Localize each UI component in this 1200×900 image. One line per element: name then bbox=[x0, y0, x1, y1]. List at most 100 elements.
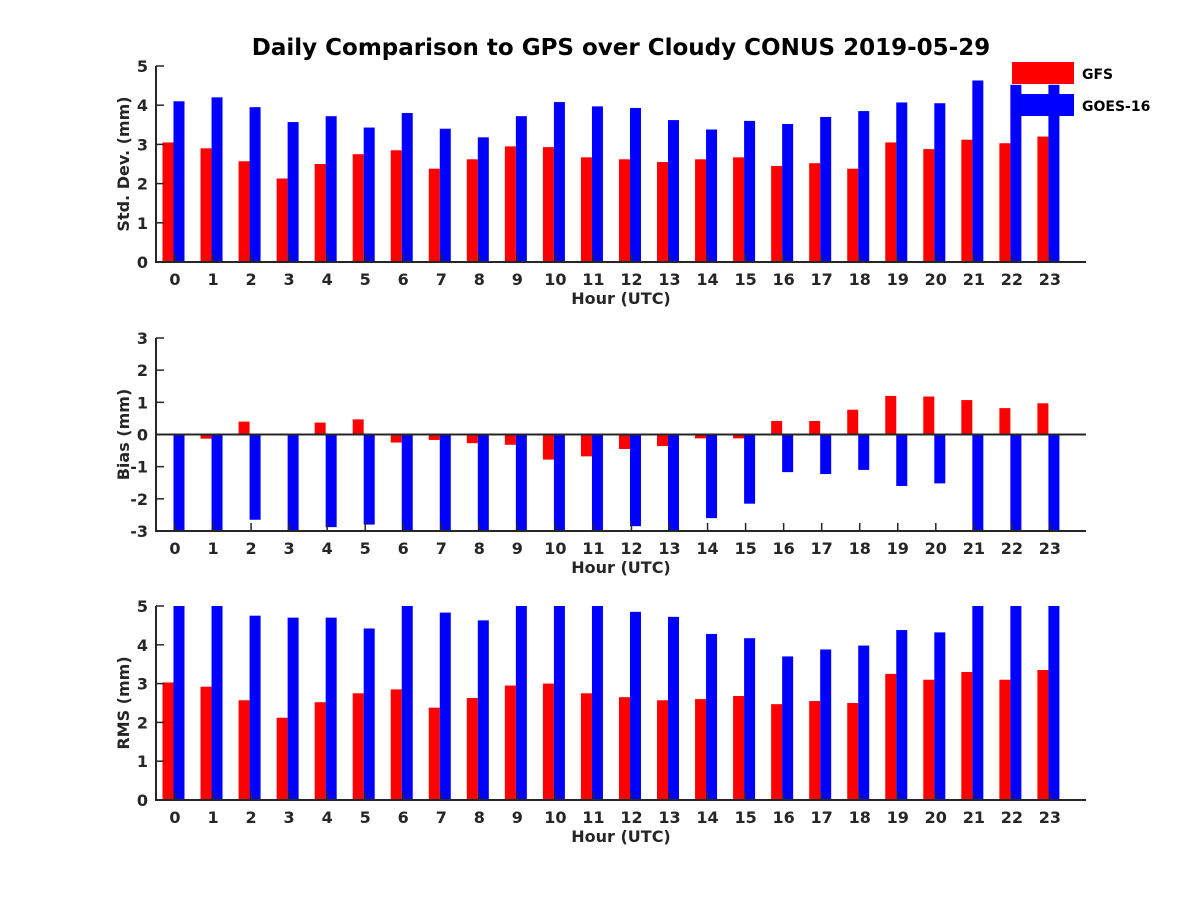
std-dev-gfs-bar-19 bbox=[885, 142, 897, 262]
rms-goes16-bar-21 bbox=[972, 606, 984, 800]
bias-xtick-label: 19 bbox=[887, 539, 909, 558]
std-dev-gfs-bar-21 bbox=[961, 139, 973, 262]
rms-gfs-bar-14 bbox=[695, 699, 707, 800]
bias-goes16-bar-6 bbox=[401, 434, 413, 531]
std-dev-xtick-label: 18 bbox=[849, 270, 871, 289]
rms-goes16-bar-17 bbox=[820, 649, 832, 800]
std-dev-xtick-label: 21 bbox=[963, 270, 985, 289]
rms-xtick-label: 5 bbox=[360, 808, 371, 827]
std-dev-goes16-bar-17 bbox=[820, 116, 832, 262]
std-dev-gfs-bar-3 bbox=[276, 178, 288, 262]
std-dev-goes16-bar-9 bbox=[515, 116, 527, 262]
bias-xtick-label: 0 bbox=[169, 539, 180, 558]
bias-xtick-label: 9 bbox=[512, 539, 523, 558]
rms-gfs-bar-12 bbox=[618, 697, 630, 800]
rms-goes16-bar-9 bbox=[515, 606, 527, 800]
rms-xtick-label: 9 bbox=[512, 808, 523, 827]
bias-goes16-bar-11 bbox=[591, 434, 603, 531]
std-dev-xtick-label: 20 bbox=[925, 270, 947, 289]
std-dev-xtick-label: 16 bbox=[773, 270, 795, 289]
std-dev-goes16-bar-18 bbox=[858, 111, 870, 262]
std-dev-goes16-bar-19 bbox=[896, 102, 908, 262]
rms-goes16-bar-16 bbox=[782, 656, 794, 800]
std-dev-goes16-bar-6 bbox=[401, 113, 413, 262]
bias-xtick-label: 11 bbox=[582, 539, 604, 558]
bias-goes16-bar-14 bbox=[706, 434, 718, 519]
rms-xtick-label: 4 bbox=[322, 808, 333, 827]
rms-gfs-bar-1 bbox=[200, 686, 212, 800]
bias-ytick-label: 2 bbox=[137, 361, 148, 380]
bias-goes16-bar-15 bbox=[744, 434, 756, 504]
bias-gfs-bar-13 bbox=[657, 434, 669, 447]
bias-xtick-label: 12 bbox=[620, 539, 642, 558]
rms-ytick-label: 1 bbox=[137, 752, 148, 771]
bias-ytick-label: 0 bbox=[137, 426, 148, 445]
std-dev-ytick-label: 4 bbox=[137, 96, 148, 115]
rms-gfs-bar-13 bbox=[657, 700, 669, 800]
bias-xtick-label: 7 bbox=[436, 539, 447, 558]
rms-xtick-label: 2 bbox=[246, 808, 257, 827]
rms-xtick-label: 22 bbox=[1001, 808, 1023, 827]
rms-xtick-label: 14 bbox=[696, 808, 718, 827]
rms-xtick-label: 13 bbox=[658, 808, 680, 827]
bias-goes16-bar-21 bbox=[972, 434, 984, 531]
rms-xtick-label: 19 bbox=[887, 808, 909, 827]
std-dev-goes16-bar-10 bbox=[553, 102, 565, 262]
std-dev-xtick-label: 7 bbox=[436, 270, 447, 289]
rms-goes16-bar-10 bbox=[553, 606, 565, 800]
bias-goes16-bar-20 bbox=[934, 434, 946, 484]
bias-goes16-bar-2 bbox=[249, 434, 261, 520]
bias-xtick-label: 15 bbox=[734, 539, 756, 558]
rms-goes16-bar-12 bbox=[629, 611, 641, 800]
std-dev-xtick-label: 19 bbox=[887, 270, 909, 289]
rms-gfs-bar-11 bbox=[580, 693, 592, 800]
rms-goes16-bar-11 bbox=[591, 606, 603, 800]
std-dev-goes16-bar-14 bbox=[706, 129, 718, 262]
std-dev-ytick-label: 5 bbox=[137, 57, 148, 76]
bias-goes16-bar-23 bbox=[1048, 434, 1060, 531]
std-dev-gfs-bar-1 bbox=[200, 148, 212, 262]
bias-ylabel: Bias (mm) bbox=[114, 389, 133, 481]
bias-ytick-label: 3 bbox=[137, 329, 148, 348]
rms-xtick-label: 0 bbox=[169, 808, 180, 827]
legend-label-goes16: GOES-16 bbox=[1082, 99, 1150, 115]
rms-gfs-bar-3 bbox=[276, 717, 288, 800]
bias-gfs-bar-7 bbox=[428, 434, 440, 440]
rms-gfs-bar-2 bbox=[238, 700, 250, 800]
bias-gfs-bar-10 bbox=[542, 434, 554, 460]
std-dev-gfs-bar-6 bbox=[390, 150, 402, 262]
std-dev-goes16-bar-2 bbox=[249, 107, 261, 262]
rms-bars bbox=[162, 606, 1060, 800]
std-dev-goes16-bar-23 bbox=[1048, 84, 1060, 262]
std-dev-goes16-bar-3 bbox=[287, 122, 299, 262]
legend-swatch-goes16 bbox=[1012, 94, 1074, 116]
bias-goes16-bar-22 bbox=[1010, 434, 1022, 531]
std-dev-goes16-bar-21 bbox=[972, 80, 984, 262]
bias-gfs-bar-17 bbox=[809, 420, 821, 435]
std-dev-xtick-label: 23 bbox=[1039, 270, 1061, 289]
bias-goes16-bar-16 bbox=[782, 434, 794, 473]
bias-gfs-bar-20 bbox=[923, 396, 935, 435]
chart-title: Daily Comparison to GPS over Cloudy CONU… bbox=[252, 35, 990, 61]
bias-xtick-label: 5 bbox=[360, 539, 371, 558]
rms-goes16-bar-2 bbox=[249, 615, 261, 800]
bias-goes16-bar-3 bbox=[287, 434, 299, 531]
rms-goes16-bar-3 bbox=[287, 617, 299, 800]
rms-xtick-label: 16 bbox=[773, 808, 795, 827]
std-dev-xtick-label: 10 bbox=[544, 270, 566, 289]
rms-gfs-bar-4 bbox=[314, 702, 326, 800]
rms-ytick-label: 2 bbox=[137, 713, 148, 732]
std-dev-gfs-bar-12 bbox=[618, 159, 630, 262]
std-dev-ylabel: Std. Dev. (mm) bbox=[114, 96, 133, 231]
rms-gfs-bar-22 bbox=[999, 679, 1011, 800]
std-dev-xlabel: Hour (UTC) bbox=[571, 289, 671, 308]
std-dev-goes16-bar-4 bbox=[325, 116, 337, 262]
rms-xtick-label: 7 bbox=[436, 808, 447, 827]
rms-goes16-bar-14 bbox=[706, 633, 718, 800]
rms-xlabel: Hour (UTC) bbox=[571, 827, 671, 846]
rms-gfs-bar-18 bbox=[847, 703, 859, 800]
bias-gfs-bar-1 bbox=[200, 434, 212, 439]
rms-gfs-bar-6 bbox=[390, 689, 402, 800]
bias-xtick-label: 20 bbox=[925, 539, 947, 558]
